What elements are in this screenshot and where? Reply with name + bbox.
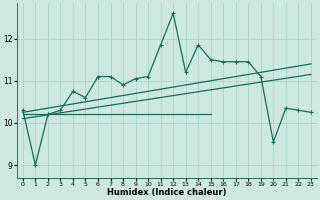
- X-axis label: Humidex (Indice chaleur): Humidex (Indice chaleur): [107, 188, 227, 197]
